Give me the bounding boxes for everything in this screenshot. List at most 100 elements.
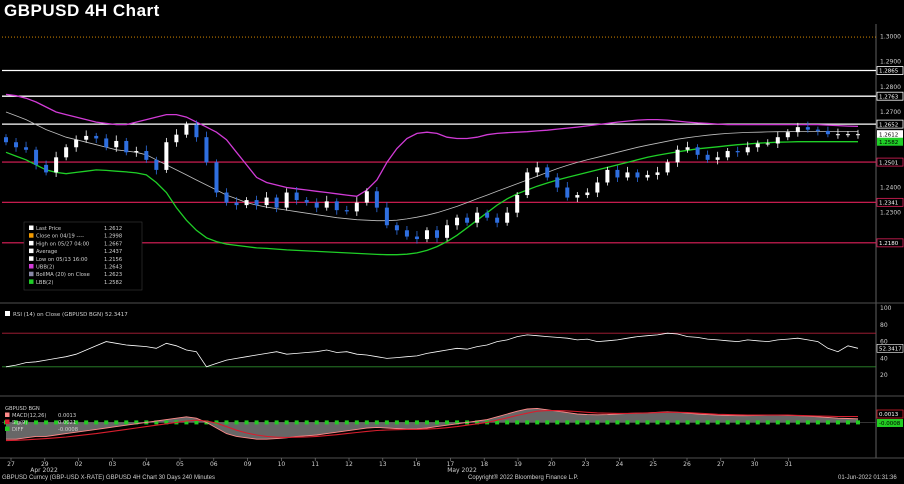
price-legend: Last Price 1.2612 Close on 04/19 ---- 1.299…: [23, 221, 143, 291]
x-tick-label: 20: [548, 461, 556, 468]
candle-body: [314, 202, 319, 208]
candle-body: [54, 157, 59, 173]
diff-marker: [124, 420, 129, 425]
candle-body: [645, 174, 650, 178]
diff-marker: [625, 420, 630, 425]
diff-marker: [635, 420, 640, 425]
x-tick-label: 25: [649, 461, 657, 468]
diff-marker: [254, 420, 259, 425]
diff-marker: [585, 420, 590, 425]
candle-body: [234, 202, 239, 206]
candle-body: [104, 138, 109, 148]
diff-marker: [304, 420, 309, 425]
bollinger-bollma-20-: [5, 111, 858, 222]
macd-legend-swatch: [5, 426, 10, 431]
month-label: Apr 2022: [30, 467, 58, 474]
x-tick-label: 27: [717, 461, 725, 468]
diff-marker: [735, 420, 740, 425]
diff-marker: [34, 420, 39, 425]
price-tick-label: 1.2900: [880, 59, 901, 66]
macd-tag-box: [876, 409, 904, 419]
candle-body: [725, 151, 730, 158]
diff-marker: [695, 420, 700, 425]
macd-legend-value: 0.0013: [58, 413, 76, 419]
legend-value: 1.2623: [104, 272, 122, 278]
candle-body: [535, 167, 540, 173]
diff-marker: [715, 420, 720, 425]
x-tick-label: 31: [785, 461, 793, 468]
diff-marker: [525, 420, 530, 425]
candle-body: [465, 217, 470, 223]
legend-value: 1.2437: [104, 249, 122, 255]
rsi-tick-label: 100: [880, 305, 892, 312]
candle-body: [565, 187, 570, 198]
candle-body: [174, 134, 179, 143]
candle-body: [74, 139, 79, 148]
price-tag-label: 1.2582: [879, 140, 898, 146]
x-tick-label: 24: [616, 461, 624, 468]
macd-legend-value: -0.0008: [58, 427, 78, 433]
rsi-tick-label: 20: [880, 372, 888, 379]
level-tag-box: [876, 238, 904, 248]
candle-body: [515, 195, 520, 213]
diff-marker: [194, 420, 199, 425]
candle-body: [24, 147, 29, 150]
diff-marker: [725, 420, 730, 425]
diff-marker: [475, 420, 480, 425]
diff-marker: [354, 420, 359, 425]
candle-body: [625, 172, 630, 178]
footer: GBPUSD Curncy (GBP-USD X-RATE) GBPUSD 4H…: [0, 474, 904, 484]
rsi-tick-label: 40: [880, 355, 888, 362]
diff-marker: [54, 420, 59, 425]
x-tick-label: 11: [311, 461, 319, 468]
price-tag-box: [877, 137, 903, 146]
diff-marker: [835, 420, 840, 425]
diff-marker: [765, 420, 770, 425]
diff-marker: [825, 420, 830, 425]
diff-marker: [685, 420, 690, 425]
candle-body: [735, 151, 740, 153]
price-tick-label: 1.2400: [880, 185, 901, 192]
legend-swatch: [29, 264, 34, 269]
price-panel: 1.30001.29001.28001.27001.26001.25001.24…: [2, 34, 904, 256]
candle-body: [424, 230, 429, 240]
x-tick-label: 09: [244, 461, 252, 468]
month-label: May 2022: [447, 467, 477, 474]
legend-value: 1.2582: [104, 280, 122, 286]
candle-body: [585, 192, 590, 196]
candle-body: [635, 172, 640, 178]
legend-box-frame: [23, 221, 143, 291]
diff-marker: [364, 420, 369, 425]
macd-value-tag: 0.0013: [879, 412, 899, 418]
diff-marker: [745, 420, 750, 425]
x-tick-label: 18: [480, 461, 488, 468]
diff-marker: [424, 420, 429, 425]
candle-body: [404, 230, 409, 237]
x-tick-label: 02: [75, 461, 83, 468]
candle-body: [805, 127, 810, 130]
macd-legend-value: 0.0021: [58, 420, 76, 426]
rsi-tick-label: 80: [880, 322, 888, 329]
rsi-panel: RSI (14) on Close (GBPUSD BGN) 52.3417 10…: [2, 305, 904, 379]
diff-marker: [515, 420, 520, 425]
candle-body: [224, 192, 229, 203]
legend-value: 1.2643: [104, 265, 122, 271]
candle-body: [84, 135, 89, 140]
legend-label: Close on 04/19 ----: [36, 234, 84, 240]
diff-value-tag: -0.0008: [879, 421, 901, 427]
level-tag-label: 1.2341: [879, 201, 898, 207]
candle-body: [745, 147, 750, 153]
candle-body: [254, 200, 259, 206]
candle-body: [435, 230, 439, 238]
diff-marker: [705, 420, 710, 425]
candle-body: [695, 147, 700, 155]
diff-marker: [645, 420, 650, 425]
macd-legend-label: GBPUSD BGN: [5, 406, 40, 412]
candle-body: [545, 167, 550, 178]
candle-body: [144, 151, 149, 160]
candle-body: [675, 149, 680, 163]
diff-marker: [755, 420, 760, 425]
diff-marker: [505, 420, 510, 425]
x-tick-label: 30: [751, 461, 759, 468]
